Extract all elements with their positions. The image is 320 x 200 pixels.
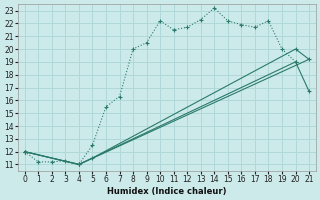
X-axis label: Humidex (Indice chaleur): Humidex (Indice chaleur) [107, 187, 227, 196]
